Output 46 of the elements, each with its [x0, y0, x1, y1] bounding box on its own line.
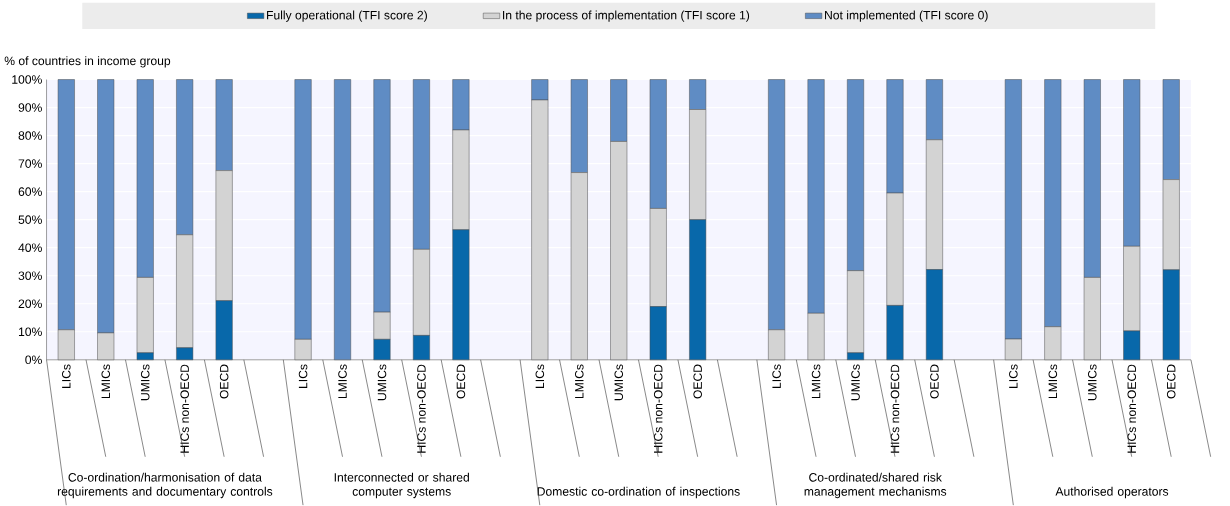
y-tick-label: 100% — [12, 75, 42, 85]
y-tick-label: 30% — [18, 271, 42, 281]
y-axis-title: % of countries in income group — [4, 56, 171, 68]
x-tick-label: LMICs — [1048, 364, 1058, 399]
x-tick-label: LICs — [535, 364, 545, 389]
y-tick-label: 50% — [18, 215, 42, 225]
legend-label: Not implemented (TFI score 0) — [825, 10, 988, 23]
x-tick-label: UMICs — [1087, 364, 1097, 401]
y-tick-label: 10% — [18, 327, 42, 337]
x-tick-label: OECD — [930, 364, 939, 399]
x-tick-label: LMICs — [574, 364, 584, 399]
x-tick-label: HICs non-OECD — [1127, 364, 1137, 453]
x-tick-label: OECD — [456, 364, 466, 399]
x-tick-label: LMICs — [101, 364, 111, 399]
x-tick-label: HICs non-OECD — [653, 364, 663, 453]
y-tick-label: 60% — [18, 187, 42, 197]
y-tick-label: 80% — [18, 131, 42, 141]
x-tick-label: UMICs — [851, 364, 860, 401]
x-tick-label: HICs non-OECD — [890, 364, 900, 453]
y-tick-label: 90% — [18, 103, 42, 113]
x-tick-label: LMICs — [338, 364, 347, 399]
text: Co-ordinated/shared risk management mechanisms — [804, 472, 947, 499]
x-tick-label: HICs non-OECD — [180, 364, 189, 453]
y-tick-label: 20% — [18, 299, 42, 309]
legend-label: In the process of implementation (TFI score 1) — [503, 10, 750, 23]
bar — [334, 79, 351, 361]
legend-label: Fully operational (TFI score 2) — [267, 10, 427, 23]
x-tick-label: UMICs — [377, 364, 387, 401]
x-tick-label: HICs non-OECD — [417, 364, 426, 453]
text: Authorised operators — [1055, 487, 1169, 499]
text: Interconnected or shared computer systems — [334, 472, 469, 499]
text: Domestic co-ordination of inspections — [537, 487, 740, 499]
y-tick-label: 70% — [18, 159, 42, 169]
x-tick-label: LICs — [772, 364, 781, 389]
x-tick-label: LICs — [61, 364, 71, 389]
x-tick-label: UMICs — [614, 364, 624, 401]
x-tick-label: OECD — [693, 364, 702, 399]
text: Co-ordination/harmonisation of data requirements and documentary controls — [57, 472, 273, 499]
x-tick-label: LMICs — [811, 364, 821, 399]
y-tick-label: 0% — [25, 355, 42, 365]
x-tick-label: OECD — [219, 364, 229, 399]
x-tick-label: LICs — [298, 364, 308, 389]
x-tick-label: LICs — [1009, 364, 1018, 389]
y-tick-label: 40% — [18, 243, 42, 253]
x-tick-label: OECD — [1166, 364, 1176, 399]
x-tick-label: UMICs — [140, 364, 150, 401]
